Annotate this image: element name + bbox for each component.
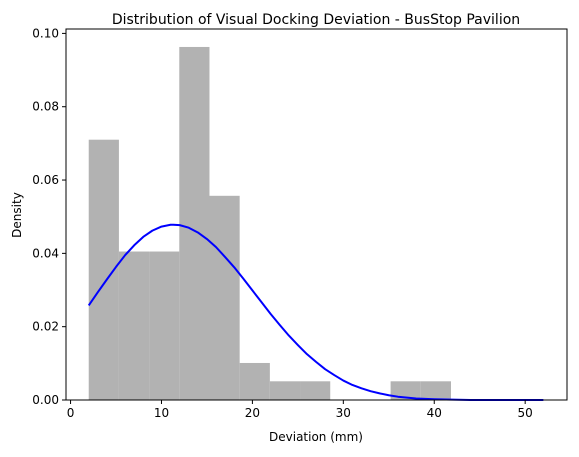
density-curve-line [87,223,544,401]
y-axis-label: Density [10,192,24,238]
x-axis-label: Deviation (mm) [269,430,363,444]
y-axis-ticks: 0.00 0.02 0.04 0.06 0.08 0.10 [32,26,66,407]
plot-area [65,28,568,401]
histogram-bar [269,381,301,400]
x-tick-label: 50 [518,406,533,420]
histogram-bar [179,46,210,401]
y-tick-label: 0.10 [32,26,59,40]
histogram-bar [420,381,451,400]
histogram-bar [118,251,150,400]
histogram-bar [209,195,240,400]
x-tick-label: 10 [154,406,169,420]
y-tick-label: 0.06 [32,173,59,187]
chart-title: Distribution of Visual Docking Deviation… [112,12,520,28]
histogram-bar [390,381,421,400]
y-tick-label: 0.00 [32,393,59,407]
histogram-bar [149,251,180,400]
y-tick-label: 0.04 [32,246,59,260]
histogram-bar [300,381,331,400]
x-tick-label: 20 [245,406,260,420]
axes-frame [65,28,568,401]
x-tick-label: 30 [336,406,351,420]
histogram-bar [239,362,270,400]
histogram-bars [88,46,451,401]
density-curve-layer [87,223,544,401]
x-tick-label: 40 [427,406,442,420]
y-tick-label: 0.02 [32,320,59,334]
x-axis-ticks: 0 10 20 30 40 50 [67,400,533,420]
x-tick-label: 0 [67,406,75,420]
y-tick-label: 0.08 [32,100,59,114]
